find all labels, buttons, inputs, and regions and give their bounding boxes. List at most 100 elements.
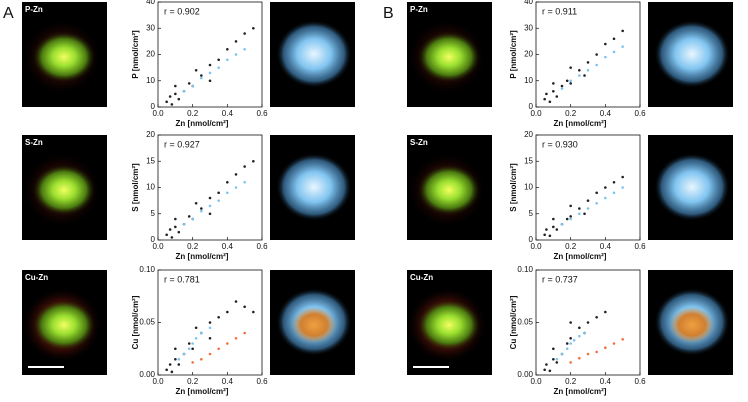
point xyxy=(569,79,572,83)
annotation: r = 0.781 xyxy=(164,274,200,284)
y-tick-label: 15 xyxy=(146,156,155,165)
point xyxy=(208,212,212,216)
x-tick-label: 0.0 xyxy=(530,377,542,386)
image-blob xyxy=(276,20,352,88)
point xyxy=(569,217,572,221)
panel-label: A xyxy=(3,5,14,22)
point xyxy=(586,68,590,72)
point xyxy=(555,228,559,231)
point xyxy=(191,347,194,351)
point xyxy=(234,53,238,56)
point xyxy=(217,58,220,62)
image-blob xyxy=(417,31,481,83)
point xyxy=(552,347,555,351)
point xyxy=(565,217,569,221)
image-blob xyxy=(32,299,96,351)
image-blob xyxy=(654,20,730,88)
point xyxy=(177,230,181,234)
point xyxy=(569,361,572,364)
point xyxy=(604,346,607,350)
point xyxy=(217,347,220,351)
y-tick-label: 0.05 xyxy=(139,318,155,327)
point xyxy=(612,191,616,195)
point xyxy=(612,180,616,184)
y-tick-label: 0.00 xyxy=(517,370,533,379)
point xyxy=(583,74,586,77)
y-tick-label: 0.05 xyxy=(517,318,533,327)
point xyxy=(177,357,181,361)
point xyxy=(170,236,174,239)
point xyxy=(565,347,569,351)
point xyxy=(578,334,581,338)
point xyxy=(182,89,186,93)
point xyxy=(578,356,581,360)
plot-frame xyxy=(535,134,641,241)
y-axis-label: Cu [nmol/cm²] xyxy=(509,295,518,349)
x-tick-label: 0.2 xyxy=(565,109,577,118)
y-tick-label: 10 xyxy=(524,183,533,192)
point xyxy=(226,191,229,195)
point xyxy=(194,68,198,72)
y-tick-label: 0 xyxy=(151,102,156,111)
x-axis-label: Zn [nmol/cm²] xyxy=(554,387,607,396)
point xyxy=(191,84,194,88)
point xyxy=(234,40,238,43)
point xyxy=(586,352,590,356)
y-tick-label: 0 xyxy=(529,235,534,244)
point xyxy=(555,357,559,361)
point xyxy=(621,29,624,33)
plot-frame xyxy=(157,1,263,108)
point xyxy=(586,207,590,210)
image-blob xyxy=(417,164,481,216)
point xyxy=(200,76,203,80)
point xyxy=(552,357,555,361)
point xyxy=(604,196,607,200)
x-tick-label: 0.4 xyxy=(600,109,612,118)
x-tick-label: 0.4 xyxy=(222,242,234,251)
point xyxy=(182,352,186,356)
point xyxy=(569,66,572,69)
point xyxy=(565,342,569,345)
image-core xyxy=(292,307,336,343)
y-tick-label: 20 xyxy=(146,50,155,59)
image-blob xyxy=(654,153,730,221)
x-axis-label: Zn [nmol/cm²] xyxy=(176,252,229,261)
point xyxy=(226,310,229,314)
x-tick-label: 0.4 xyxy=(600,242,612,251)
annotation: r = 0.902 xyxy=(164,6,200,16)
point xyxy=(545,92,548,96)
point xyxy=(569,336,572,340)
point xyxy=(208,196,212,200)
point xyxy=(252,159,255,163)
point xyxy=(252,26,255,30)
point xyxy=(174,84,177,88)
point xyxy=(583,212,586,216)
x-tick-label: 0.0 xyxy=(530,109,542,118)
y-tick-label: 20 xyxy=(524,130,533,139)
point xyxy=(586,199,590,202)
point xyxy=(578,74,581,77)
y-tick-label: 0 xyxy=(529,102,534,111)
y-tick-label: 0 xyxy=(151,235,156,244)
point xyxy=(572,339,576,342)
image-blob xyxy=(32,164,96,216)
point xyxy=(621,186,624,189)
plot-frame xyxy=(535,1,641,108)
x-tick-label: 0.2 xyxy=(187,377,199,386)
point xyxy=(548,234,552,238)
y-tick-label: 40 xyxy=(524,0,533,6)
point xyxy=(187,347,191,351)
point xyxy=(543,368,546,372)
image-label: Cu-Zn xyxy=(25,273,48,282)
point xyxy=(243,331,246,335)
x-axis-label: Zn [nmol/cm²] xyxy=(176,387,229,396)
point xyxy=(545,363,548,366)
point xyxy=(586,321,590,324)
y-tick-label: 40 xyxy=(146,0,155,6)
point xyxy=(621,338,624,341)
point xyxy=(612,50,616,54)
point xyxy=(191,342,194,345)
point xyxy=(177,363,181,366)
point xyxy=(174,92,177,96)
